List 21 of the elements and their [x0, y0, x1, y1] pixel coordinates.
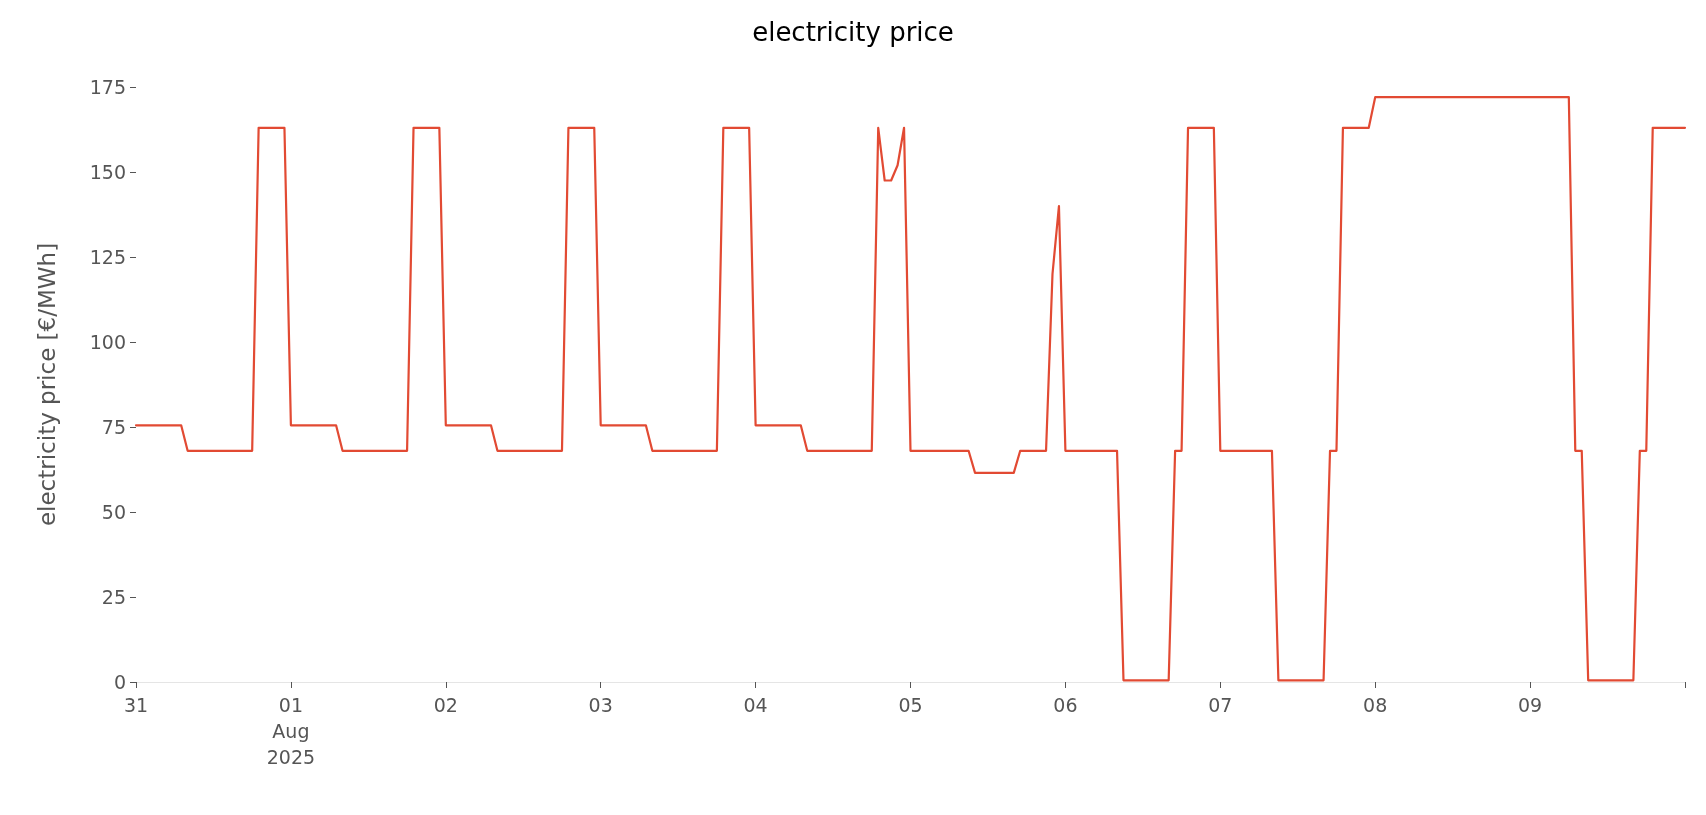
x-tick-label: 06 [1053, 694, 1078, 716]
y-tick-label: 75 [101, 416, 126, 438]
x-tick-label: 03 [588, 694, 613, 716]
line-series [134, 96, 1687, 682]
x-tick-label: 31 [123, 694, 149, 716]
x-tick-label: 08 [1363, 694, 1388, 716]
x-tick-label: 04 [743, 694, 768, 716]
y-tick-label: 175 [89, 76, 126, 98]
y-tick-label: 25 [101, 586, 126, 608]
y-tick-label: 150 [89, 161, 126, 183]
chart-title: electricity price [752, 17, 954, 47]
y-tick-label: 50 [101, 501, 126, 523]
x-tick-label: 01 Aug 2025 [266, 694, 316, 768]
x-tick-label: 05 [898, 694, 923, 716]
y-tick-label: 125 [89, 246, 126, 268]
x-tick-label: 09 [1518, 694, 1543, 716]
y-tick-label: 0 [113, 671, 126, 693]
x-tick-label: 07 [1208, 694, 1233, 716]
x-tick-label: 02 [433, 694, 458, 716]
y-tick-label: 100 [89, 331, 126, 353]
y-axis-title: electricity price [€/MWh] [33, 242, 60, 527]
